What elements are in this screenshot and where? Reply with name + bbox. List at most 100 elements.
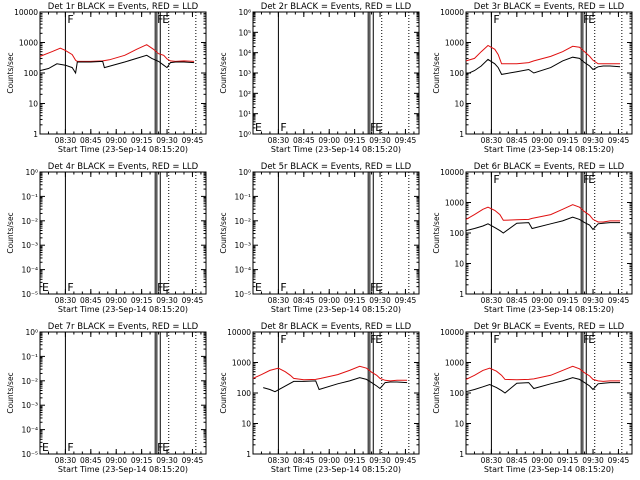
x-tick-label: 08:45: [80, 456, 102, 465]
y-tick-label: 10⁻²: [21, 217, 38, 226]
x-tick-label: 09:00: [105, 456, 127, 465]
y-tick-label: 1000: [232, 359, 251, 368]
series-line-events: [465, 56, 621, 75]
chart-panel-7: Det 7r BLACK = Events, RED = LLD 10⁻⁵ 10⁻⁴…: [6, 322, 207, 474]
x-tick-label: 09:15: [131, 456, 153, 465]
x-tick-label: 08:45: [506, 136, 528, 145]
marker-letter: F: [583, 173, 589, 186]
marker-letter: E: [162, 281, 169, 294]
y-axis-label: Counts/sec: [219, 372, 228, 413]
x-tick-label: 09:15: [131, 296, 153, 305]
plot-frame: [252, 11, 420, 135]
chart-panel-2: Det 2r BLACK = Events, RED = LLD 10⁰ 10¹ 10…: [219, 2, 420, 154]
marker-letter: F: [157, 281, 163, 294]
marker-letter: F: [493, 13, 499, 26]
x-tick-label: 09:30: [369, 136, 391, 145]
x-tick-label: 08:45: [80, 136, 102, 145]
x-tick-label: 09:15: [557, 296, 579, 305]
x-tick-label: 08:45: [506, 456, 528, 465]
x-tick-label: 09:00: [105, 296, 127, 305]
marker-letter: F: [583, 333, 589, 346]
x-tick-label: 09:30: [369, 456, 391, 465]
y-axis-label: Counts/sec: [6, 372, 15, 413]
marker-letter: F: [370, 333, 376, 346]
y-tick-label: 10⁵: [238, 28, 251, 37]
chart-panel-1: Det 1r BLACK = Events, RED = LLD 1 10 100 10…: [6, 2, 207, 154]
marker-letter: F: [493, 333, 499, 346]
y-tick-label: 10⁻³: [234, 241, 251, 250]
chart-panel-9: Det 9r BLACK = Events, RED = LLD 1 10 100 10…: [432, 322, 633, 474]
y-tick-label: 10⁻⁵: [21, 450, 38, 459]
y-tick-label: 1: [246, 450, 251, 459]
x-tick-label: 09:30: [582, 296, 604, 305]
marker-letter: F: [493, 173, 499, 186]
marker-letter: E: [255, 281, 262, 294]
y-tick-label: 10⁰: [238, 168, 251, 177]
x-tick-label: 09:45: [182, 296, 204, 305]
y-tick-label: 10²: [238, 89, 251, 98]
y-tick-label: 10⁻⁵: [234, 290, 251, 299]
y-tick-label: 1: [459, 290, 464, 299]
plot-frame: [465, 331, 633, 455]
y-tick-label: 1: [459, 450, 464, 459]
y-tick-label: 10⁰: [25, 168, 38, 177]
x-axis-label: Start Time (23-Sep-14 08:15:20): [484, 145, 614, 154]
x-tick-label: 08:30: [55, 136, 77, 145]
y-tick-label: 1000: [445, 39, 464, 48]
marker-letter: E: [375, 281, 382, 294]
y-tick-label: 10: [454, 420, 464, 429]
plot-frame: [465, 171, 633, 295]
x-axis-label: Start Time (23-Sep-14 08:15:20): [58, 465, 188, 474]
y-tick-label: 10000: [440, 8, 464, 17]
chart-panel-3: Det 3r BLACK = Events, RED = LLD 1 10 100 10…: [432, 2, 633, 154]
chart-title: Det 5r BLACK = Events, RED = LLD: [261, 162, 412, 172]
y-tick-label: 10⁻¹: [234, 192, 251, 201]
x-tick-label: 08:30: [55, 296, 77, 305]
x-tick-label: 09:45: [395, 296, 417, 305]
y-tick-label: 1: [459, 130, 464, 139]
marker-letter: E: [375, 333, 382, 346]
chart-title: Det 6r BLACK = Events, RED = LLD: [474, 162, 625, 172]
x-tick-label: 09:00: [531, 296, 553, 305]
x-tick-label: 09:45: [395, 456, 417, 465]
x-axis-label: Start Time (23-Sep-14 08:15:20): [484, 465, 614, 474]
x-tick-label: 08:45: [293, 136, 315, 145]
marker-letter: F: [280, 281, 286, 294]
chart-panel-8: Det 8r BLACK = Events, RED = LLD 1 10 100 10…: [219, 322, 420, 474]
y-tick-label: 100: [24, 69, 39, 78]
x-tick-label: 08:30: [481, 296, 503, 305]
y-tick-label: 100: [237, 389, 252, 398]
series-line-lld: [465, 365, 621, 382]
y-tick-label: 10⁻²: [21, 377, 38, 386]
plot-frame: [39, 11, 207, 135]
x-tick-label: 09:15: [344, 136, 366, 145]
marker-letter: F: [280, 333, 286, 346]
x-tick-label: 08:45: [293, 456, 315, 465]
series-line-lld: [252, 365, 408, 382]
marker-letter: E: [588, 13, 595, 26]
y-tick-label: 10¹: [238, 110, 251, 119]
x-tick-label: 08:45: [506, 296, 528, 305]
y-axis-label: Counts/sec: [432, 52, 441, 93]
marker-letter: E: [162, 441, 169, 454]
x-tick-label: 08:45: [293, 296, 315, 305]
y-tick-label: 10⁻⁵: [21, 290, 38, 299]
x-tick-label: 09:45: [608, 296, 630, 305]
y-axis-label: Counts/sec: [6, 52, 15, 93]
y-tick-label: 100: [450, 69, 465, 78]
x-tick-label: 08:30: [55, 456, 77, 465]
x-tick-label: 08:30: [481, 456, 503, 465]
y-axis-label: Counts/sec: [219, 212, 228, 253]
marker-letter: E: [375, 121, 382, 134]
y-tick-label: 1000: [445, 359, 464, 368]
x-tick-label: 09:30: [582, 456, 604, 465]
marker-letter: E: [255, 121, 262, 134]
y-tick-label: 10⁻³: [21, 401, 38, 410]
series-line-events: [39, 54, 195, 75]
x-tick-label: 09:45: [608, 456, 630, 465]
x-axis-label: Start Time (23-Sep-14 08:15:20): [58, 145, 188, 154]
x-tick-label: 08:30: [268, 456, 290, 465]
x-tick-label: 09:00: [318, 296, 340, 305]
y-tick-label: 10⁶: [238, 8, 251, 17]
x-tick-label: 09:30: [156, 296, 178, 305]
